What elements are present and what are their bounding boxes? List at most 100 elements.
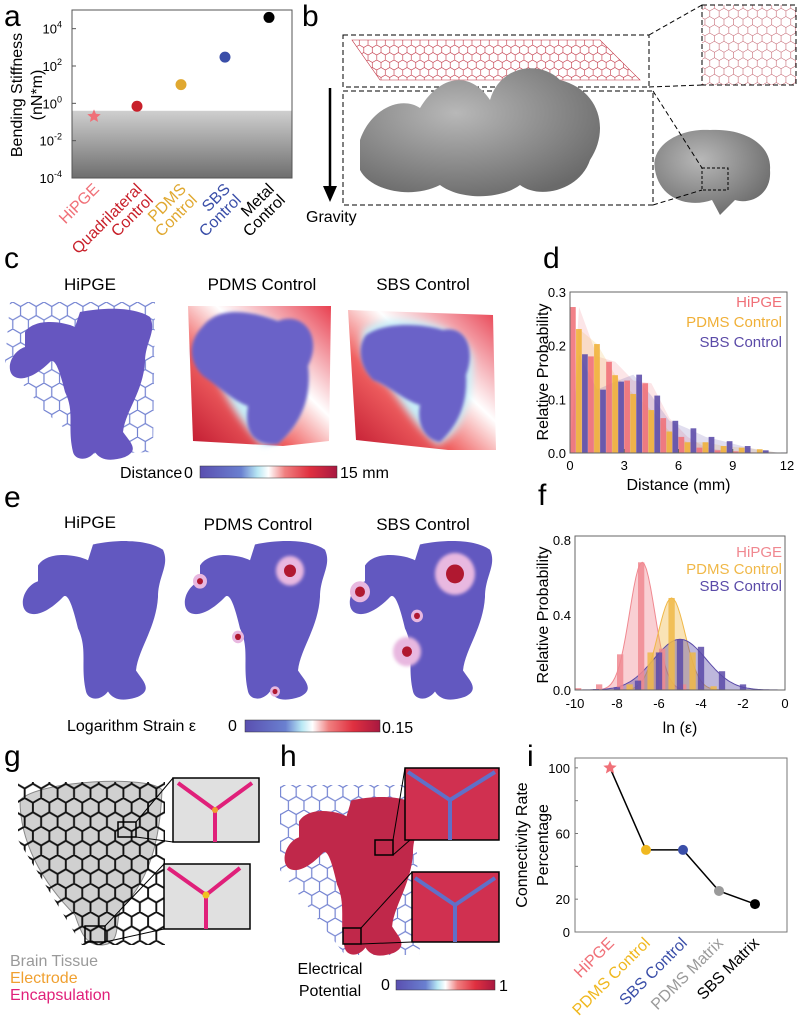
x-axis-label: Distance (mm) bbox=[626, 477, 730, 494]
y-tick-exponent: -4 bbox=[54, 169, 62, 179]
y-tick-label: 100 bbox=[548, 761, 570, 776]
histogram-bar bbox=[666, 431, 673, 453]
electrode-dot bbox=[202, 891, 210, 899]
y-tick-label: 60 bbox=[556, 827, 570, 842]
potential-label-line1: Electrical bbox=[298, 961, 363, 978]
potential-inset-top bbox=[404, 767, 500, 841]
data-point-star bbox=[87, 109, 101, 122]
brain-icon bbox=[654, 129, 771, 215]
x-tick-label: 0 bbox=[566, 458, 573, 473]
x-tick-label: -10 bbox=[566, 696, 585, 711]
y-tick-exponent: 4 bbox=[57, 20, 62, 30]
y-tick-base: 10 bbox=[40, 171, 54, 186]
panel-h-potential: Electrical Potential 0 1 bbox=[280, 767, 508, 1000]
panel-e-title-hipge: HiPGE bbox=[64, 513, 116, 532]
hipge-distance-map bbox=[5, 302, 155, 460]
data-point bbox=[175, 79, 187, 91]
legend-entry: SBS Control bbox=[699, 334, 782, 351]
electrode-mesh bbox=[18, 782, 165, 945]
pdms-strain-map bbox=[184, 541, 328, 700]
histogram-bar bbox=[606, 361, 612, 453]
potential-colorbar-min: 0 bbox=[381, 977, 390, 994]
x-tick-label: 6 bbox=[675, 458, 682, 473]
histogram-bar bbox=[582, 354, 588, 453]
x-tick-label: 3 bbox=[621, 458, 628, 473]
y-tick-label: 10-4 bbox=[40, 169, 62, 186]
histogram-bar bbox=[612, 375, 618, 453]
pdms-distance-map bbox=[188, 306, 331, 446]
hipge-strain-map bbox=[22, 541, 166, 700]
junction-inset-top bbox=[172, 777, 260, 843]
strain-colorbar-min: 0 bbox=[228, 718, 237, 735]
potential-label-line2: Potential bbox=[299, 983, 361, 1000]
plot-frame bbox=[574, 757, 788, 933]
histogram-bar bbox=[672, 420, 679, 453]
potential-colorbar-max: 1 bbox=[499, 978, 508, 995]
y-axis-label-line2: Percentage bbox=[535, 804, 552, 886]
histogram-bar bbox=[714, 450, 721, 453]
junction-inset-bottom bbox=[163, 863, 251, 930]
x-tick-label: 9 bbox=[729, 458, 736, 473]
panel-label-b: b bbox=[302, 0, 319, 33]
y-tick-label: 0.0 bbox=[548, 446, 566, 461]
y-tick-base: 10 bbox=[40, 134, 54, 149]
histogram-bar bbox=[668, 597, 675, 690]
histogram-bar bbox=[678, 436, 685, 453]
histogram-bar bbox=[576, 329, 582, 453]
histogram-bar bbox=[594, 344, 600, 453]
histogram-bar bbox=[655, 652, 663, 690]
histogram-bar bbox=[634, 680, 642, 690]
panel-label-a: a bbox=[4, 0, 21, 33]
y-axis-label: Relative Probability bbox=[535, 304, 552, 441]
panel-e-strain-maps: HiPGE PDMS Control SBS Control Logarithm… bbox=[22, 513, 493, 737]
histogram-bar bbox=[676, 639, 684, 690]
histogram-bar bbox=[659, 648, 666, 690]
strain-colorbar bbox=[244, 719, 381, 733]
histogram-bar bbox=[696, 447, 703, 453]
y-axis-label: Relative Probability bbox=[535, 547, 552, 684]
electrode-dot bbox=[212, 807, 218, 813]
y-tick-label: 102 bbox=[43, 57, 62, 74]
strain-colorbar-max: 0.15 bbox=[382, 720, 413, 737]
strain-colorbar-label: Logarithm Strain ε bbox=[67, 718, 196, 735]
x-tick-label: -6 bbox=[653, 696, 665, 711]
hexagonal-mesh bbox=[351, 39, 641, 81]
histogram-bar bbox=[718, 671, 726, 690]
panel-c-title-sbs: SBS Control bbox=[376, 275, 470, 294]
histogram-bar bbox=[756, 449, 763, 453]
chart-distance-histogram: HiPGE PDMS Control SBS Control 0 3 6 9 12 0.0 0.1… bbox=[535, 285, 794, 494]
y-tick-label: 0.0 bbox=[553, 683, 571, 698]
y-tick-label: 0.1 bbox=[548, 392, 566, 407]
mesh-zoom-inset bbox=[701, 4, 797, 86]
histogram-bar bbox=[636, 374, 643, 453]
panel-c-title-pdms: PDMS Control bbox=[208, 275, 317, 294]
panel-label-f: f bbox=[538, 479, 547, 512]
histogram-bar bbox=[690, 428, 697, 453]
y-tick-label: 0.2 bbox=[548, 339, 566, 354]
histogram-bar bbox=[575, 688, 582, 690]
histogram-bar bbox=[739, 684, 747, 690]
histogram-bar bbox=[638, 562, 645, 690]
histogram-bar bbox=[720, 446, 727, 453]
histogram-bar bbox=[762, 450, 769, 453]
x-tick-label: -8 bbox=[611, 696, 623, 711]
x-tick-label: 12 bbox=[780, 458, 794, 473]
panel-label-g: g bbox=[4, 740, 21, 773]
distance-colorbar-label: Distance bbox=[120, 465, 182, 482]
histogram-bar bbox=[710, 686, 717, 690]
data-point bbox=[678, 844, 688, 855]
y-tick-label: 0.3 bbox=[548, 285, 566, 300]
legend-encapsulation: Encapsulation bbox=[10, 987, 111, 1004]
histogram-bar bbox=[642, 383, 649, 453]
panel-label-d: d bbox=[543, 242, 560, 275]
panel-label-e: e bbox=[4, 481, 21, 514]
panel-label-h: h bbox=[280, 740, 297, 773]
y-tick-exponent: 0 bbox=[57, 94, 62, 104]
histogram-bar bbox=[630, 393, 637, 453]
y-axis-label-unit: (nN*m) bbox=[29, 70, 46, 121]
potential-inset-bottom bbox=[411, 871, 500, 943]
